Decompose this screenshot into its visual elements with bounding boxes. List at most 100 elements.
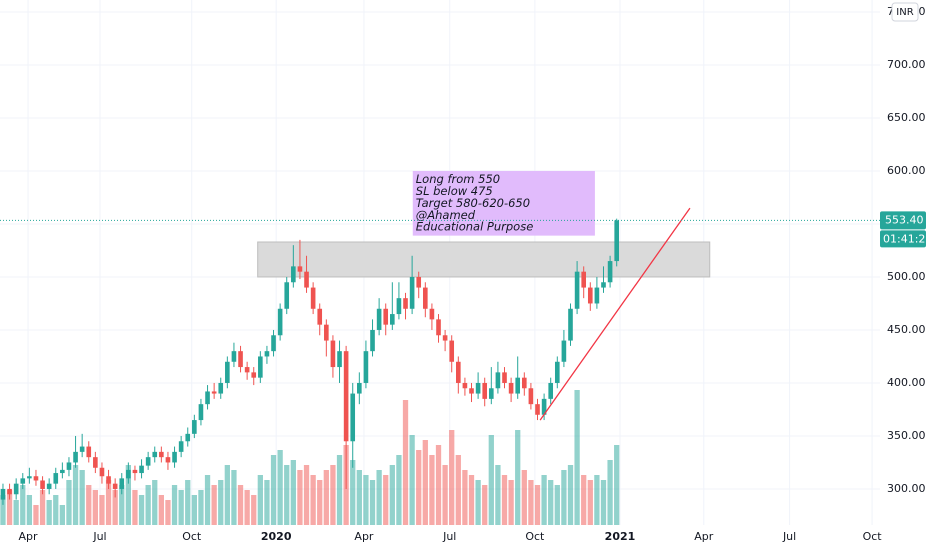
volume-bar [462,470,468,525]
candle-body [442,335,448,341]
volume-bar [198,490,204,525]
candle-body [119,478,125,489]
candle-body [251,372,257,378]
candle-body [27,476,32,479]
candle-body [330,340,336,368]
volume-bar [528,480,534,525]
volume-bar [567,465,574,525]
candle-body [258,356,263,378]
countdown-tag [880,230,926,248]
volume-bar [92,490,98,525]
candle-body [231,351,237,362]
candle-body [93,457,98,468]
candle-body [574,271,580,309]
currency-button[interactable] [891,2,919,22]
candle-body [587,287,593,304]
volume-bar [59,505,66,525]
candle-body [304,271,309,288]
volume-bar [422,440,428,525]
volume-bar [46,500,52,525]
candle-body [139,465,144,474]
volume-bar [79,470,85,525]
volume-bar [310,475,316,525]
volume-bar [224,465,230,525]
volume-bar [541,475,547,525]
candle-body [390,314,395,325]
note-text: Educational Purpose [416,220,534,234]
candle-body [581,271,587,288]
volume-bar [158,495,164,525]
candle-body [488,388,494,399]
candle-body [165,457,171,463]
volume-bar [363,475,369,525]
volume-bar [185,480,191,525]
candle-body [13,483,19,495]
y-tick-label: 300.00 [887,482,926,495]
candle-body [66,462,72,470]
candle-body [238,351,243,368]
volume-bar [99,495,105,525]
volume-bar [416,450,422,525]
candle-body [60,469,65,474]
volume-bar [455,455,461,525]
candle-body [409,276,415,309]
volume-bar [125,465,131,525]
volume-bar [112,490,118,525]
currency-label[interactable]: INR [896,7,913,18]
note-text: Target 580-620-650 [416,196,530,210]
volume-bar [39,490,46,525]
candle-body [462,382,468,389]
candle-body [225,361,230,383]
y-tick-label: 450.00 [887,323,926,336]
candle-body [73,451,78,463]
candle-body [475,382,481,394]
volume-bar [389,465,395,525]
volume-bar [521,470,527,525]
volume-bar [290,460,296,525]
volume-bar [600,480,607,525]
candle-body [429,308,435,320]
volume-bar [264,480,270,525]
note-text: @Ahamed [416,208,476,222]
candle-body [436,319,441,336]
candle-body [403,298,408,309]
countdown-label: 01:41:22 [883,232,932,245]
candle-body [469,388,474,394]
volume-bar [6,490,13,525]
volume-bar [587,480,593,525]
candle-body [607,261,613,283]
volume-bar [396,455,402,525]
note-box [412,170,595,236]
volume-bar [534,485,541,525]
candle-body [317,308,323,325]
last-price-tag [880,211,926,230]
volume-bar [482,485,488,525]
candle-body [152,451,158,458]
volume-bar [231,470,237,525]
volume-bar [369,480,376,525]
candle-body [594,287,600,304]
volume-bar [53,495,59,525]
volume-bar [554,485,560,525]
volume-bar [429,455,435,525]
volume-bar [501,475,508,525]
volume-bar [284,465,290,525]
candle-body [568,308,573,341]
trendline [539,207,691,421]
volume-bar [574,390,580,525]
volume-bar [548,480,554,525]
volume-bar [145,485,151,525]
candle-body [554,361,560,383]
volume-bar [607,460,613,525]
volume-bar [277,450,283,525]
candle-body [172,451,177,463]
volume-bar [468,475,475,525]
y-tick-label: 400.00 [887,376,926,389]
candle-body [521,377,527,389]
candle-body [277,308,283,336]
price-axis: 300.00350.00400.00450.00500.00550.00600.… [880,2,932,495]
candle-body [383,308,389,325]
x-tick-label: Oct [863,530,883,543]
candle-body [423,287,428,309]
volume-bar [20,485,26,525]
